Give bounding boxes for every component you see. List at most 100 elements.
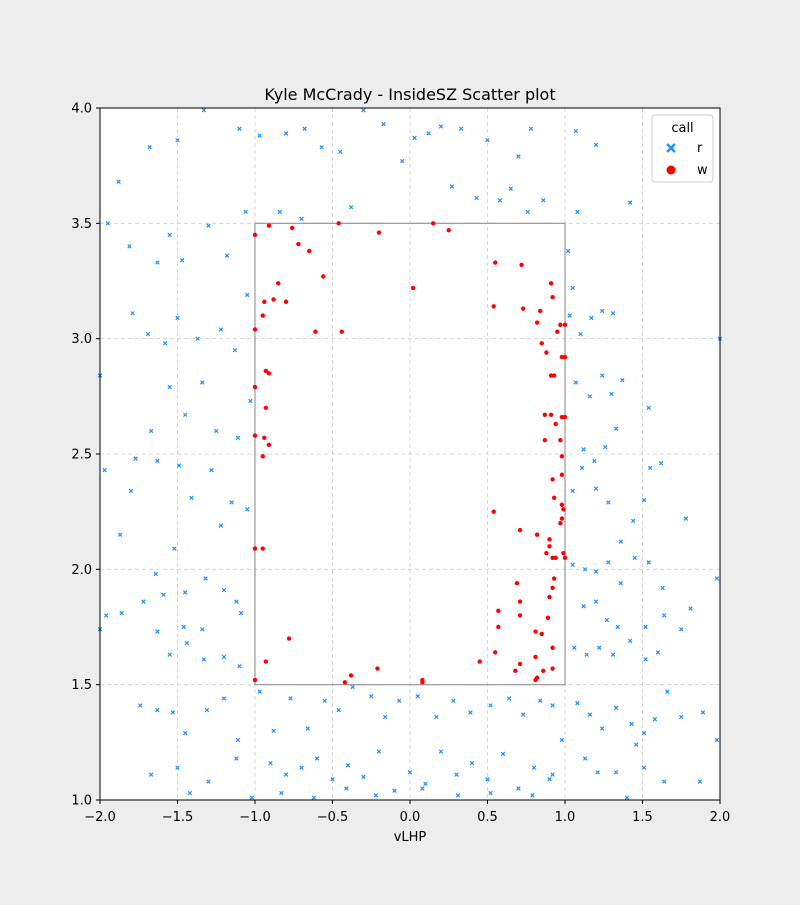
point-w-40 [491, 304, 496, 309]
point-w-9 [307, 248, 312, 254]
point-r-43 [175, 315, 180, 321]
point-r-44 [195, 336, 200, 341]
point-r-75 [221, 587, 227, 593]
point-r-191 [376, 749, 382, 754]
point-r-103 [573, 380, 579, 385]
point-r-199 [500, 751, 506, 757]
point-r-202 [547, 777, 552, 782]
point-w-53 [548, 373, 554, 378]
point-w-72 [534, 532, 540, 537]
point-r-180 [506, 696, 512, 701]
point-r-114 [593, 486, 599, 491]
point-r-93 [175, 765, 180, 770]
point-r-85 [138, 703, 143, 708]
point-w-59 [553, 421, 558, 427]
point-w-79 [562, 555, 568, 560]
point-w-91 [550, 645, 555, 650]
point-w-75 [547, 544, 552, 549]
point-r-27 [243, 209, 248, 215]
point-r-181 [520, 712, 526, 717]
point-r-121 [658, 461, 664, 466]
point-r-25 [206, 223, 211, 228]
point-r-105 [599, 373, 605, 378]
point-r-84 [119, 610, 124, 616]
point-r-36 [565, 248, 571, 254]
point-r-126 [606, 560, 611, 565]
point-r-218 [412, 135, 417, 141]
legend-marker-r [666, 143, 676, 153]
point-r-32 [474, 195, 479, 201]
point-r-183 [550, 703, 555, 708]
point-r-62 [209, 467, 214, 473]
point-r-143 [643, 657, 648, 662]
point-r-83 [103, 613, 109, 618]
point-r-170 [336, 707, 341, 713]
point-w-92 [493, 650, 498, 655]
point-r-89 [204, 707, 210, 713]
point-r-158 [613, 770, 619, 775]
point-r-19 [593, 142, 599, 148]
legend-box [651, 114, 714, 183]
x-tick-label-1: −1.5 [162, 810, 194, 825]
point-r-169 [322, 698, 327, 704]
point-r-179 [488, 703, 493, 708]
point-w-89 [533, 629, 538, 634]
point-r-161 [641, 765, 647, 770]
chart-title: Kyle McCrady - InsideSZ Scatter plot [264, 85, 555, 104]
point-r-173 [382, 714, 388, 720]
point-r-39 [627, 200, 633, 205]
point-r-102 [610, 311, 616, 316]
point-w-43 [548, 281, 554, 286]
x-axis-label: vLHP [394, 830, 427, 845]
point-r-35 [541, 198, 546, 203]
point-w-69 [558, 521, 563, 526]
point-r-11 [400, 158, 405, 164]
point-r-67 [183, 590, 188, 595]
point-r-14 [458, 126, 464, 131]
point-w-2 [290, 225, 295, 231]
point-r-134 [615, 624, 620, 630]
point-w-5 [431, 221, 436, 226]
point-r-71 [141, 599, 146, 604]
point-r-120 [646, 405, 651, 411]
point-r-1 [147, 144, 152, 150]
point-r-86 [155, 707, 160, 713]
legend-label-w: w [697, 163, 708, 178]
point-r-28 [277, 209, 283, 215]
point-r-65 [153, 571, 159, 577]
legend-title: call [671, 121, 693, 136]
point-w-93 [533, 654, 538, 660]
point-r-219 [508, 186, 513, 191]
point-r-171 [350, 684, 355, 690]
point-r-200 [516, 786, 521, 791]
point-r-51 [167, 384, 172, 390]
point-r-76 [238, 610, 244, 616]
point-r-137 [688, 606, 693, 611]
point-r-50 [148, 428, 154, 434]
point-r-164 [714, 737, 720, 743]
y-tick-label-3: 2.5 [71, 448, 92, 463]
point-w-80 [551, 576, 557, 581]
point-r-17 [528, 126, 534, 131]
point-r-101 [599, 308, 605, 314]
point-r-56 [248, 398, 253, 404]
point-r-177 [451, 698, 456, 704]
point-r-149 [613, 705, 619, 710]
point-w-87 [545, 615, 551, 620]
point-w-85 [496, 608, 501, 614]
point-w-68 [559, 516, 565, 521]
point-r-57 [102, 467, 107, 473]
point-r-12 [426, 131, 431, 136]
point-r-40 [130, 311, 135, 316]
point-w-63 [559, 472, 565, 477]
point-w-13 [271, 297, 276, 302]
point-w-41 [520, 306, 526, 311]
point-r-7 [302, 126, 307, 131]
point-r-2 [175, 138, 180, 143]
point-w-55 [542, 412, 548, 417]
point-w-67 [561, 507, 566, 512]
point-r-110 [603, 444, 608, 450]
point-w-25 [266, 442, 272, 447]
point-r-68 [203, 576, 208, 581]
point-w-48 [555, 329, 560, 334]
